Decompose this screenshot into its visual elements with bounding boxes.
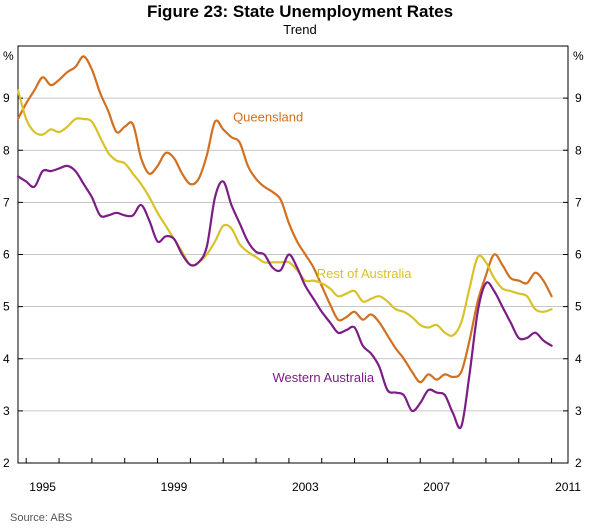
y-tick-label: 7	[3, 195, 10, 209]
y-tick-label: 9	[3, 91, 10, 105]
y-tick-label: 4	[3, 352, 10, 366]
y-axis-right: 2 3 4 5 6 7 8 9	[563, 91, 582, 470]
source-note: Source: ABS	[10, 512, 73, 524]
x-tick-label: 2011	[555, 480, 581, 494]
y-tick-label: 5	[3, 300, 10, 314]
y-tick-label: 9	[575, 91, 582, 105]
series-line-queensland	[16, 55, 553, 384]
series-lines	[16, 55, 553, 430]
x-tick-label: 2003	[292, 480, 319, 494]
x-tick-label: 1999	[161, 480, 188, 494]
x-tick-label: 1995	[29, 480, 56, 494]
y-tick-label: 3	[575, 404, 582, 418]
y-tick-label: 3	[3, 404, 10, 418]
y-tick-label: 8	[3, 143, 10, 157]
y-tick-label: 6	[575, 248, 582, 262]
y-axis-left: 2 3 4 5 6 7 8 9	[3, 91, 23, 470]
y-axis-label-right: %	[573, 49, 584, 63]
series-line-western-australia	[16, 164, 553, 430]
annotation-label: Rest of Australia	[317, 266, 412, 281]
y-axis-label-left: %	[3, 49, 14, 63]
series-annotations: Queensland Rest of Australia Western Austr…	[233, 110, 412, 386]
y-tick-label: 2	[3, 456, 10, 470]
y-tick-label: 8	[575, 143, 582, 157]
chart-title: Figure 23: State Unemployment Rates	[146, 2, 454, 21]
y-tick-label: 6	[3, 248, 10, 262]
annotation-label: Queensland	[233, 110, 303, 125]
x-axis: 1995 1999 2003 2007 2011	[25, 458, 581, 494]
x-tick-label: 2007	[423, 480, 450, 494]
y-tick-label: 4	[575, 352, 582, 366]
y-tick-label: 5	[575, 300, 582, 314]
y-tick-label: 7	[575, 195, 582, 209]
annotation-label: Western Australia	[272, 370, 374, 385]
y-gridlines	[18, 97, 568, 412]
chart-subtitle: Trend	[283, 22, 317, 37]
y-tick-label: 2	[575, 456, 582, 470]
